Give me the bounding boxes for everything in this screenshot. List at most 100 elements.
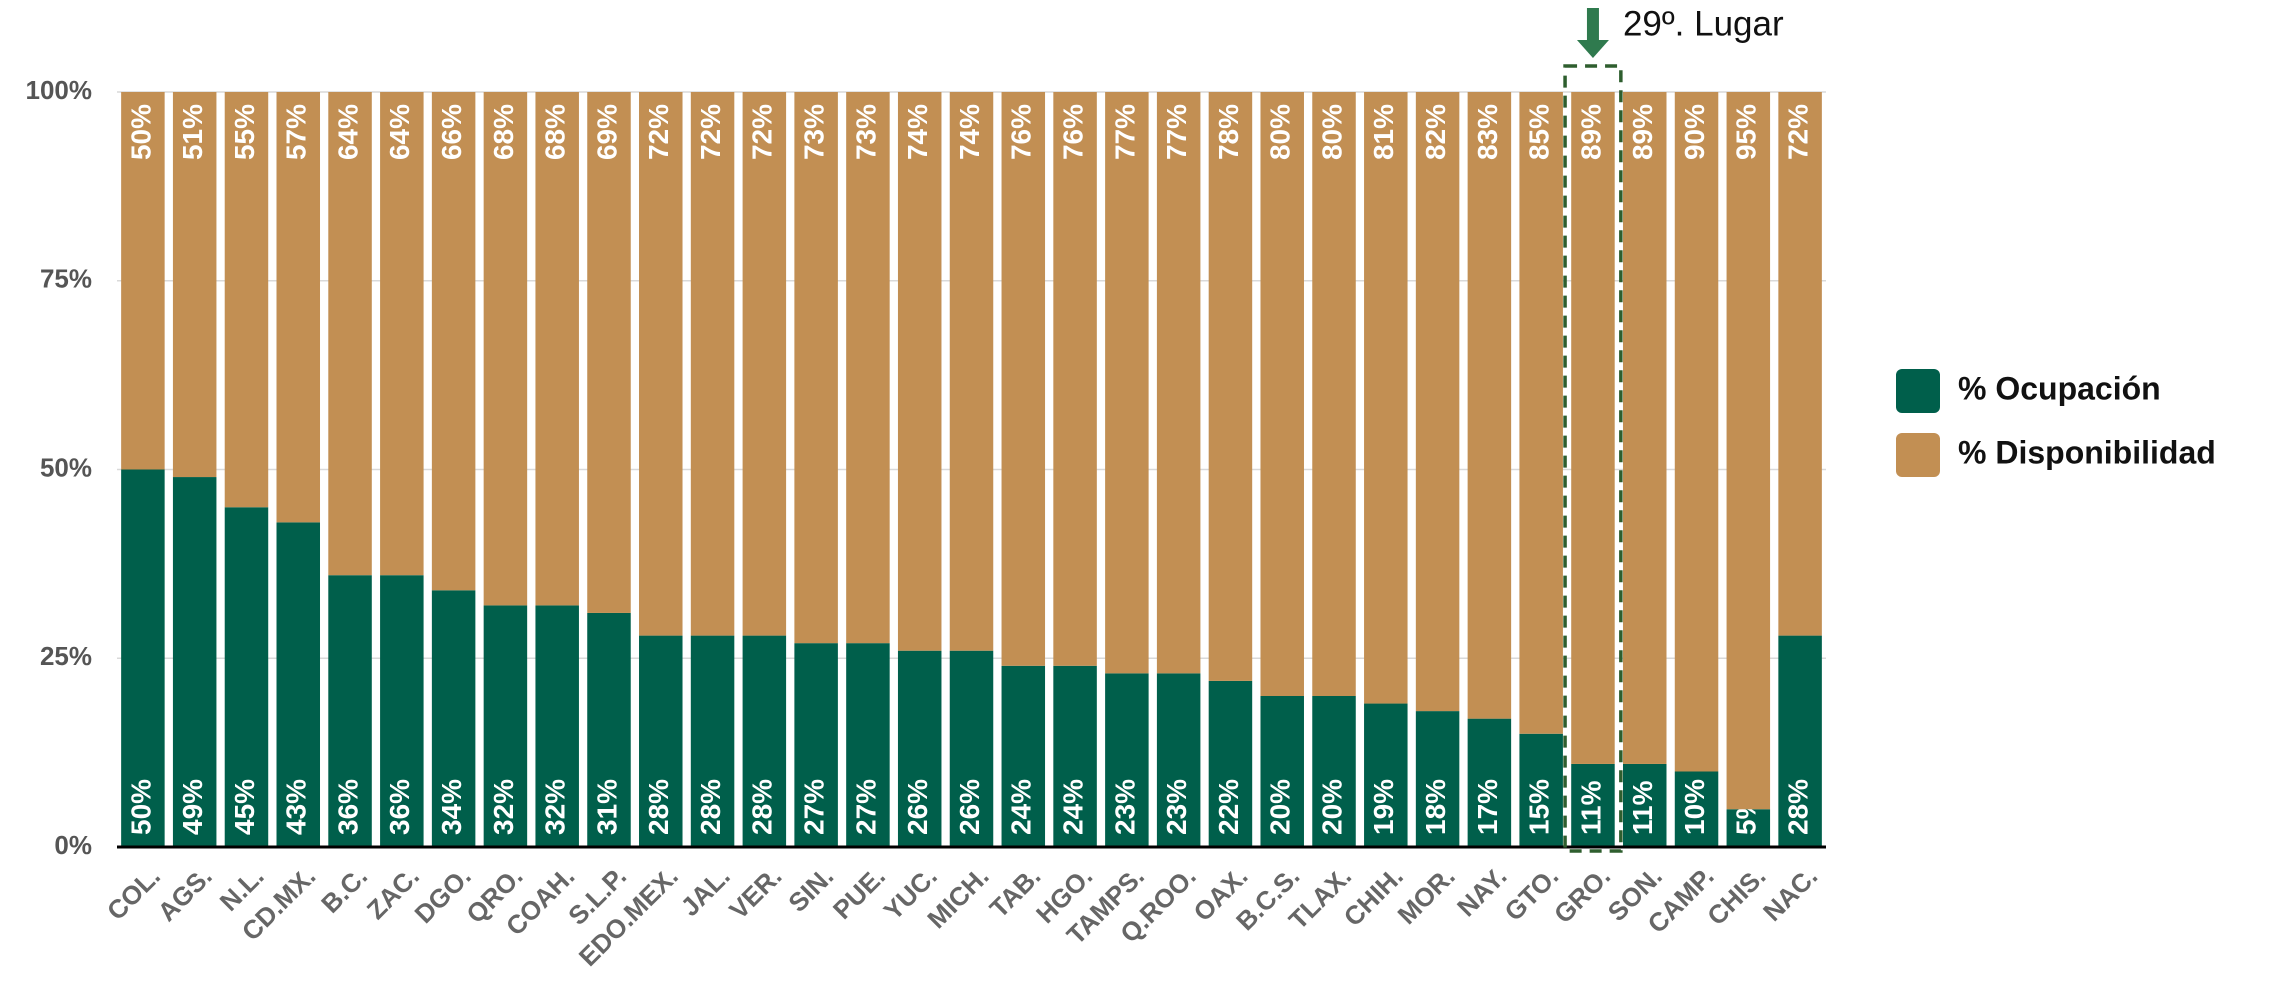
bar-segment [535,92,579,605]
legend-label: % Disponibilidad [1958,434,2216,470]
value-label: 36% [332,779,363,835]
chart: 0%25%50%75%100%50%50%COL.49%51%AGS.45%55… [0,0,2287,992]
value-label: 20% [1316,779,1347,835]
bar-segment [898,92,942,651]
x-tick-label: NAC. [1757,861,1823,927]
annotation-arrow-head [1577,40,1609,58]
bar-segment [1260,92,1304,696]
x-tick-label: COL. [101,861,166,926]
x-tick-label: CHIH. [1338,861,1409,932]
y-tick-label: 0% [54,830,92,860]
value-label: 82% [1420,104,1451,160]
x-tick-label: SIN. [782,861,839,918]
value-label: 28% [695,779,726,835]
value-label: 24% [1006,779,1037,835]
value-label: 69% [591,104,622,160]
bar-segment [1778,92,1822,636]
annotation: 29º. Lugar [1623,4,1784,43]
value-label: 28% [643,779,674,835]
value-label: 22% [1213,779,1244,835]
bar-segment [1157,92,1201,673]
x-tick-label: DGO. [409,861,477,929]
value-label: 34% [436,779,467,835]
value-label: 72% [747,104,778,160]
x-tick-label: CHIS. [1701,861,1771,931]
value-label: 23% [1109,779,1140,835]
y-tick-label: 25% [40,641,92,671]
bar-segment [1053,92,1097,666]
x-tick-label: PUE. [827,861,891,925]
value-label: 80% [1316,104,1347,160]
value-label: 23% [1161,779,1192,835]
value-label: 72% [643,104,674,160]
value-label: 73% [799,104,830,160]
value-label: 78% [1213,104,1244,160]
value-label: 27% [850,779,881,835]
value-label: 80% [1265,104,1296,160]
bar-segment [1105,92,1149,673]
value-label: 68% [540,104,571,160]
y-tick-label: 75% [40,264,92,294]
bar-segment [794,92,838,643]
bar-segment [1364,92,1408,704]
value-label: 20% [1265,779,1296,835]
bar-segment [587,92,631,613]
bar-segment [1002,92,1046,666]
y-tick-label: 50% [40,452,92,482]
x-tick-label: JAL. [675,861,736,922]
value-label: 95% [1731,104,1762,160]
bar-segment [691,92,735,636]
value-label: 89% [1575,104,1606,160]
bar-segment [743,92,787,636]
bar-segment [1416,92,1460,711]
value-label: 18% [1420,779,1451,835]
bar-segment [1727,92,1771,809]
legend-label: % Ocupación [1958,370,2161,406]
value-label: 83% [1472,104,1503,160]
value-label: 43% [281,779,312,835]
bar-segment [1312,92,1356,696]
value-label: 15% [1524,779,1555,835]
value-label: 49% [177,779,208,835]
value-label: 24% [1057,779,1088,835]
value-label: 72% [1782,104,1813,160]
value-label: 55% [229,104,260,160]
bar-segment [1468,92,1512,719]
legend-swatch [1896,433,1940,477]
value-label: 81% [1368,104,1399,160]
value-label: 72% [695,104,726,160]
value-label: 28% [747,779,778,835]
value-label: 28% [1782,779,1813,835]
value-label: 64% [384,104,415,160]
value-label: 11% [1627,780,1658,835]
bar-segment [1623,92,1667,764]
legend-swatch [1896,369,1940,413]
x-tick-label: B.C. [315,861,373,919]
value-label: 66% [436,104,467,160]
bar-segment [1209,92,1253,681]
value-label: 90% [1679,104,1710,160]
x-tick-label: VER. [723,861,787,925]
bar-segment [328,92,372,575]
value-label: 76% [1057,104,1088,160]
value-label: 26% [902,779,933,835]
value-label: 74% [902,104,933,160]
value-label: 68% [488,104,519,160]
bar-segment [484,92,528,605]
y-tick-label: 100% [26,75,93,105]
value-label: 19% [1368,779,1399,835]
bar-segment [1519,92,1563,734]
x-tick-label: AGS. [152,861,218,927]
value-label: 76% [1006,104,1037,160]
x-tick-label: NAY. [1451,861,1512,922]
x-tick-label: GTO. [1498,861,1564,927]
value-label: 50% [125,104,156,160]
value-label: 11% [1575,780,1606,835]
value-label: 50% [125,779,156,835]
value-label: 77% [1109,104,1140,160]
value-label: 89% [1627,104,1658,160]
bar-segment [639,92,683,636]
bar-segment [432,92,476,590]
value-label: 45% [229,779,260,835]
value-label: 64% [332,104,363,160]
